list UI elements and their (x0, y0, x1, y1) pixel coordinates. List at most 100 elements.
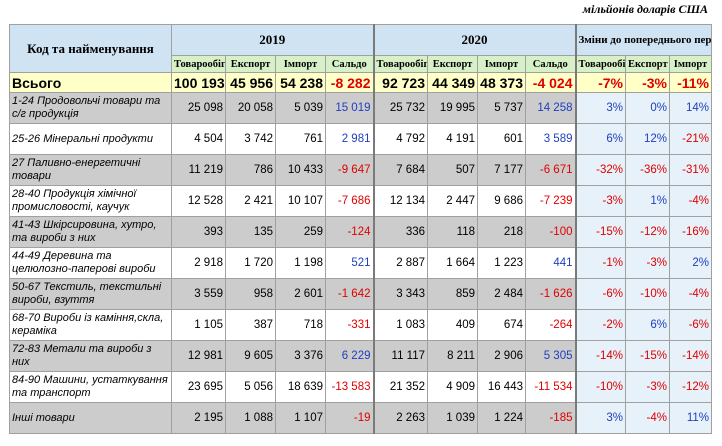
total-2019-col-3: -8 282 (325, 72, 374, 93)
row-2019-col-1: 3 742 (225, 123, 276, 155)
row-2020-col-0: 1 083 (372, 309, 428, 341)
row-name: 44-49 Деревина та целюлозно-паперові вир… (9, 247, 172, 279)
trade-table: Код та найменування 2019 2020 Зміни до п… (9, 24, 713, 434)
row-name: 84-90 Машини, устаткування та транспорт (9, 371, 172, 403)
row-2019-col-2: 761 (275, 123, 326, 155)
row-2019-col-3: -9 647 (325, 154, 374, 186)
row-2019-col-1: 135 (225, 216, 276, 248)
row-2020-col-3: -11 534 (525, 371, 576, 403)
row-change-col-2: -31% (668, 154, 713, 186)
row-change-col-1: 0% (625, 92, 670, 124)
row-2020-col-1: 859 (427, 278, 478, 310)
row-2019-col-2: 5 039 (275, 92, 326, 124)
row-2019-col-1: 786 (225, 154, 276, 186)
row-2019-col-0: 25 098 (171, 92, 226, 124)
row-name: 50-67 Текстиль, текстильні вироби, взутт… (9, 278, 172, 310)
row-change-col-2: 14% (668, 92, 713, 124)
row-2020-col-2: 1 223 (477, 247, 526, 279)
row-name: 72-83 Метали та вироби з них (9, 340, 172, 372)
unit-label: мільйонів доларів США (582, 2, 708, 16)
row-2020-col-3: -1 626 (525, 278, 576, 310)
row-2019-col-1: 9 605 (225, 340, 276, 372)
subheader-y2019-col-0: Товарообіг (171, 55, 226, 73)
row-2020-col-3: -6 671 (525, 154, 576, 186)
table-row: 72-83 Метали та вироби з них 12 981 9 605 3… (9, 340, 713, 372)
row-2019-col-3: -13 583 (325, 371, 374, 403)
row-2020-col-0: 2 887 (372, 247, 428, 279)
row-change-col-2: -4% (668, 278, 713, 310)
table-row: 27 Паливно-енергетичні товари 11 219 786 10… (9, 154, 713, 186)
row-change-col-0: -3% (574, 185, 626, 217)
row-2020-col-0: 12 134 (372, 185, 428, 217)
table-row: 41-43 Шкірсировина, хутро, та вироби з н… (9, 216, 713, 248)
row-2019-col-3: -124 (325, 216, 374, 248)
row-change-col-0: -6% (574, 278, 626, 310)
row-2020-col-1: 1 664 (427, 247, 478, 279)
row-2020-col-1: 118 (427, 216, 478, 248)
row-change-col-1: 1% (625, 185, 670, 217)
row-2020-col-0: 25 732 (372, 92, 428, 124)
row-2020-col-3: -100 (525, 216, 576, 248)
row-change-col-1: 6% (625, 309, 670, 341)
row-2019-col-1: 5 056 (225, 371, 276, 403)
subheader-y2020-col-1: Експорт (427, 55, 478, 73)
row-name: 27 Паливно-енергетичні товари (9, 154, 172, 186)
row-2019-col-3: -331 (325, 309, 374, 341)
row-2020-col-3: 3 589 (525, 123, 576, 155)
row-name: 68-70 Вироби із каміння,скла, кераміка (9, 309, 172, 341)
row-2020-col-2: 218 (477, 216, 526, 248)
row-2020-col-2: 2 484 (477, 278, 526, 310)
subheader-y2019-col-2: Імпорт (275, 55, 326, 73)
row-change-col-1: -3% (625, 371, 670, 403)
row-change-col-2: -21% (668, 123, 713, 155)
row-2019-col-2: 1 198 (275, 247, 326, 279)
row-2020-col-3: -7 239 (525, 185, 576, 217)
row-2020-col-0: 2 263 (372, 402, 428, 434)
row-2019-col-2: 3 376 (275, 340, 326, 372)
total-2019-col-1: 45 956 (225, 72, 276, 93)
table-row: 68-70 Вироби із каміння,скла, кераміка 1 … (9, 309, 713, 341)
row-name: 1-24 Продовольчі товари та с/г продукція (9, 92, 172, 124)
row-change-col-2: -6% (668, 309, 713, 341)
row-2019-col-0: 3 559 (171, 278, 226, 310)
row-2020-col-2: 5 737 (477, 92, 526, 124)
table-row: 50-67 Текстиль, текстильні вироби, взутт… (9, 278, 713, 310)
total-change-col-1: -3% (625, 72, 670, 93)
header-code-name: Код та найменування (9, 24, 172, 73)
row-2019-col-0: 2 195 (171, 402, 226, 434)
row-change-col-2: -4% (668, 185, 713, 217)
row-2019-col-0: 1 105 (171, 309, 226, 341)
row-2020-col-2: 674 (477, 309, 526, 341)
subheader-y2019-col-1: Експорт (225, 55, 276, 73)
row-2020-col-1: 2 447 (427, 185, 478, 217)
row-change-col-1: -36% (625, 154, 670, 186)
row-2020-col-2: 7 177 (477, 154, 526, 186)
row-2020-col-0: 11 117 (372, 340, 428, 372)
total-change-col-2: -11% (668, 72, 713, 93)
row-2019-col-3: -1 642 (325, 278, 374, 310)
table-row: 44-49 Деревина та целюлозно-паперові вир… (9, 247, 713, 279)
row-name: Всього (9, 72, 172, 93)
header-changes: Зміни до попереднього періоду (574, 24, 713, 56)
subheader-change-col-1: Експорт (625, 55, 670, 73)
subheader-y2020-col-2: Імпорт (477, 55, 526, 73)
row-2019-col-1: 387 (225, 309, 276, 341)
row-2020-col-3: 14 258 (525, 92, 576, 124)
row-2019-col-2: 2 601 (275, 278, 326, 310)
row-2020-col-1: 507 (427, 154, 478, 186)
row-2019-col-2: 10 107 (275, 185, 326, 217)
row-2019-col-1: 958 (225, 278, 276, 310)
row-name: 41-43 Шкірсировина, хутро, та вироби з н… (9, 216, 172, 248)
header-year-2020: 2020 (372, 24, 576, 56)
row-2019-col-3: 15 019 (325, 92, 374, 124)
row-change-col-0: 3% (574, 402, 626, 434)
row-2019-col-3: 6 229 (325, 340, 374, 372)
row-2019-col-0: 12 528 (171, 185, 226, 217)
row-change-col-0: -14% (574, 340, 626, 372)
row-2020-col-0: 7 684 (372, 154, 428, 186)
row-2020-col-2: 16 443 (477, 371, 526, 403)
row-2019-col-2: 18 639 (275, 371, 326, 403)
total-2019-col-0: 100 193 (171, 72, 226, 93)
total-2020-col-3: -4 024 (525, 72, 576, 93)
row-change-col-2: 2% (668, 247, 713, 279)
